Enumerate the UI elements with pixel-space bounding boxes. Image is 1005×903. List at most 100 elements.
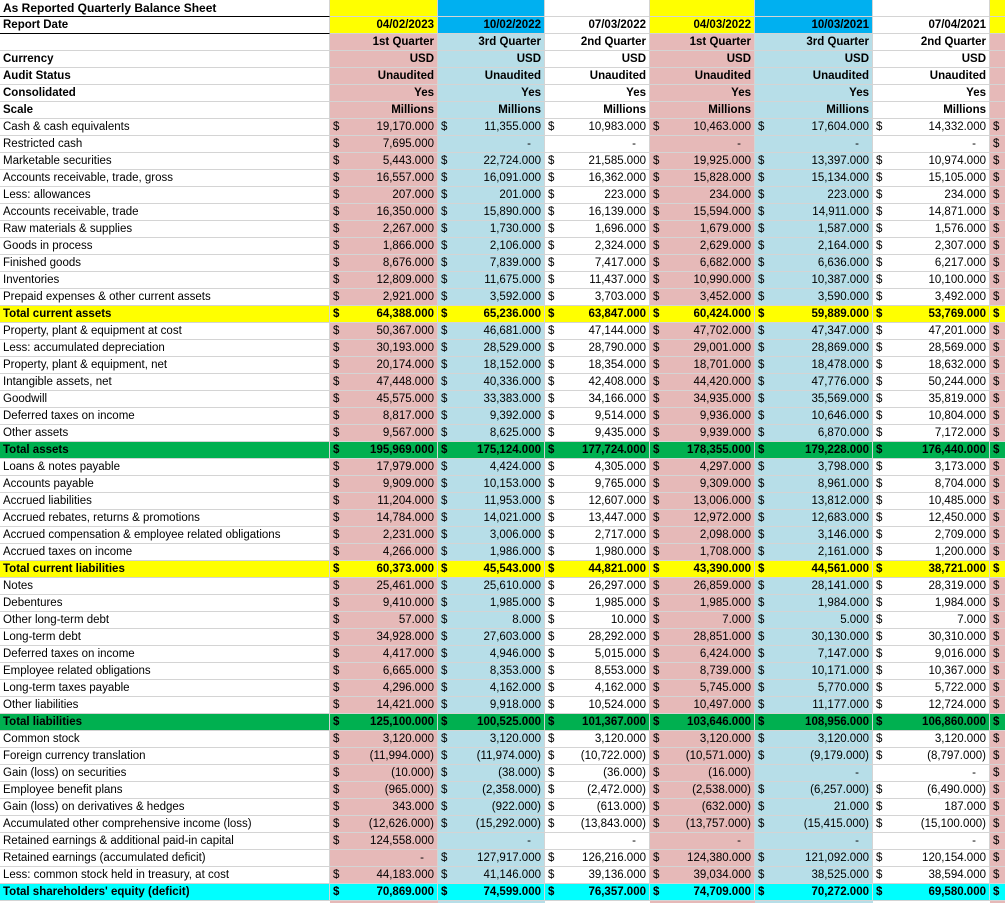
value-cell[interactable]: $ (965.000) (330, 782, 438, 799)
value-cell[interactable]: $10,497.000 (650, 697, 755, 714)
value-cell[interactable]: $ (632.000) (650, 799, 755, 816)
value-cell[interactable]: $ (10,722.000) (545, 748, 650, 765)
value-cell[interactable]: $177,724.000 (545, 442, 650, 459)
value-cell[interactable]: $9,765.000 (545, 476, 650, 493)
value-cell[interactable]: $5,015.000 (545, 646, 650, 663)
row-label-cell[interactable]: Deferred taxes on income (0, 646, 330, 663)
value-cell[interactable]: $27,603.000 (438, 629, 545, 646)
header-fill-cell-partial[interactable] (990, 0, 1005, 17)
audit-status-label[interactable]: Audit Status (0, 68, 330, 85)
header-fill-cell[interactable] (330, 0, 438, 17)
value-cell-partial[interactable]: $ (990, 816, 1005, 833)
value-cell[interactable]: $ (10.000) (330, 765, 438, 782)
value-cell[interactable]: $10.000 (545, 612, 650, 629)
header-fill-cell[interactable] (545, 0, 650, 17)
value-cell[interactable]: $11,675.000 (438, 272, 545, 289)
value-cell[interactable]: $17,604.000 (755, 119, 873, 136)
value-cell[interactable]: $1,980.000 (545, 544, 650, 561)
value-cell[interactable]: $15,594.000 (650, 204, 755, 221)
value-cell[interactable]: $45,575.000 (330, 391, 438, 408)
value-cell[interactable]: $6,665.000 (330, 663, 438, 680)
value-cell[interactable]: $ (9,179.000) (755, 748, 873, 765)
empty-label-cell[interactable] (0, 34, 330, 51)
value-cell-partial[interactable]: $ (990, 731, 1005, 748)
value-cell-partial[interactable]: $ (990, 544, 1005, 561)
row-label-cell[interactable]: Cash & cash equivalents (0, 119, 330, 136)
value-cell[interactable]: $1,730.000 (438, 221, 545, 238)
value-cell[interactable]: $3,006.000 (438, 527, 545, 544)
value-cell-partial[interactable]: $ (990, 391, 1005, 408)
value-cell[interactable]: $16,139.000 (545, 204, 650, 221)
value-cell[interactable]: $8,353.000 (438, 663, 545, 680)
value-cell[interactable]: $3,120.000 (755, 731, 873, 748)
value-cell[interactable]: $4,162.000 (545, 680, 650, 697)
value-cell[interactable]: $2,307.000 (873, 238, 990, 255)
value-cell[interactable]: $5,745.000 (650, 680, 755, 697)
scale-cell[interactable]: Millions (438, 102, 545, 119)
report-date-cell[interactable]: 07/03/2022 (545, 17, 650, 34)
value-cell[interactable]: $53,769.000 (873, 306, 990, 323)
value-cell[interactable]: $1,984.000 (873, 595, 990, 612)
consolidated-cell[interactable]: Yes (330, 85, 438, 102)
value-cell-partial[interactable]: $ (990, 714, 1005, 731)
value-cell[interactable]: $9,392.000 (438, 408, 545, 425)
value-cell[interactable]: - (545, 136, 650, 153)
value-cell[interactable]: $108,956.000 (755, 714, 873, 731)
value-cell-partial[interactable]: $ (990, 459, 1005, 476)
value-cell[interactable]: $3,120.000 (438, 731, 545, 748)
row-label-cell[interactable]: Retained earnings (accumulated deficit) (0, 850, 330, 867)
value-cell[interactable]: $1,696.000 (545, 221, 650, 238)
value-cell[interactable]: $3,592.000 (438, 289, 545, 306)
value-cell[interactable]: $2,231.000 (330, 527, 438, 544)
value-cell[interactable]: $7,172.000 (873, 425, 990, 442)
value-cell[interactable]: $64,388.000 (330, 306, 438, 323)
value-cell[interactable]: $ (13,843.000) (545, 816, 650, 833)
row-label-cell[interactable]: Common stock (0, 731, 330, 748)
value-cell[interactable]: $125,100.000 (330, 714, 438, 731)
value-cell[interactable]: $ (6,490.000) (873, 782, 990, 799)
value-cell[interactable]: $ (11,994.000) (330, 748, 438, 765)
row-label-cell[interactable]: Total current assets (0, 306, 330, 323)
value-cell[interactable]: $74,599.000 (438, 884, 545, 901)
value-cell[interactable]: - (330, 850, 438, 867)
quarter-cell[interactable]: 2nd Quarter (873, 34, 990, 51)
audit-status-cell[interactable]: Unaudited (650, 68, 755, 85)
value-cell[interactable]: $1,679.000 (650, 221, 755, 238)
row-label-cell[interactable]: Long-term taxes payable (0, 680, 330, 697)
value-cell-partial[interactable]: $ (990, 527, 1005, 544)
value-cell[interactable]: $28,141.000 (755, 578, 873, 595)
value-cell-partial[interactable]: $ (990, 680, 1005, 697)
scale-cell[interactable]: Millions (545, 102, 650, 119)
row-label-cell[interactable]: Total liabilities (0, 714, 330, 731)
value-cell-partial[interactable]: $ (990, 204, 1005, 221)
value-cell[interactable]: $ (15,100.000) (873, 816, 990, 833)
quarter-cell[interactable]: 2nd Quarter (545, 34, 650, 51)
report-date-cell[interactable]: 07/04/2021 (873, 17, 990, 34)
value-cell[interactable]: $ (6,257.000) (755, 782, 873, 799)
value-cell[interactable]: $12,607.000 (545, 493, 650, 510)
value-cell[interactable]: $7.000 (650, 612, 755, 629)
report-date-cell-partial[interactable] (990, 17, 1005, 34)
value-cell[interactable]: $3,492.000 (873, 289, 990, 306)
value-cell[interactable]: $9,918.000 (438, 697, 545, 714)
row-label-cell[interactable]: Employee related obligations (0, 663, 330, 680)
value-cell[interactable]: $9,567.000 (330, 425, 438, 442)
value-cell[interactable]: $16,350.000 (330, 204, 438, 221)
value-cell[interactable]: $195,969.000 (330, 442, 438, 459)
value-cell-partial[interactable]: $ (990, 340, 1005, 357)
value-cell[interactable]: $ (2,358.000) (438, 782, 545, 799)
value-cell[interactable]: $21.000 (755, 799, 873, 816)
value-cell[interactable]: $22,724.000 (438, 153, 545, 170)
value-cell[interactable]: $12,683.000 (755, 510, 873, 527)
value-cell[interactable]: $8,625.000 (438, 425, 545, 442)
value-cell[interactable]: $38,525.000 (755, 867, 873, 884)
value-cell[interactable]: $12,809.000 (330, 272, 438, 289)
value-cell[interactable]: $35,569.000 (755, 391, 873, 408)
value-cell[interactable]: $100,525.000 (438, 714, 545, 731)
value-cell[interactable]: $2,709.000 (873, 527, 990, 544)
scale-cell[interactable]: Millions (330, 102, 438, 119)
row-label-cell[interactable]: Prepaid expenses & other current assets (0, 289, 330, 306)
value-cell[interactable]: $9,909.000 (330, 476, 438, 493)
row-label-cell[interactable]: Finished goods (0, 255, 330, 272)
currency-cell[interactable]: USD (438, 51, 545, 68)
